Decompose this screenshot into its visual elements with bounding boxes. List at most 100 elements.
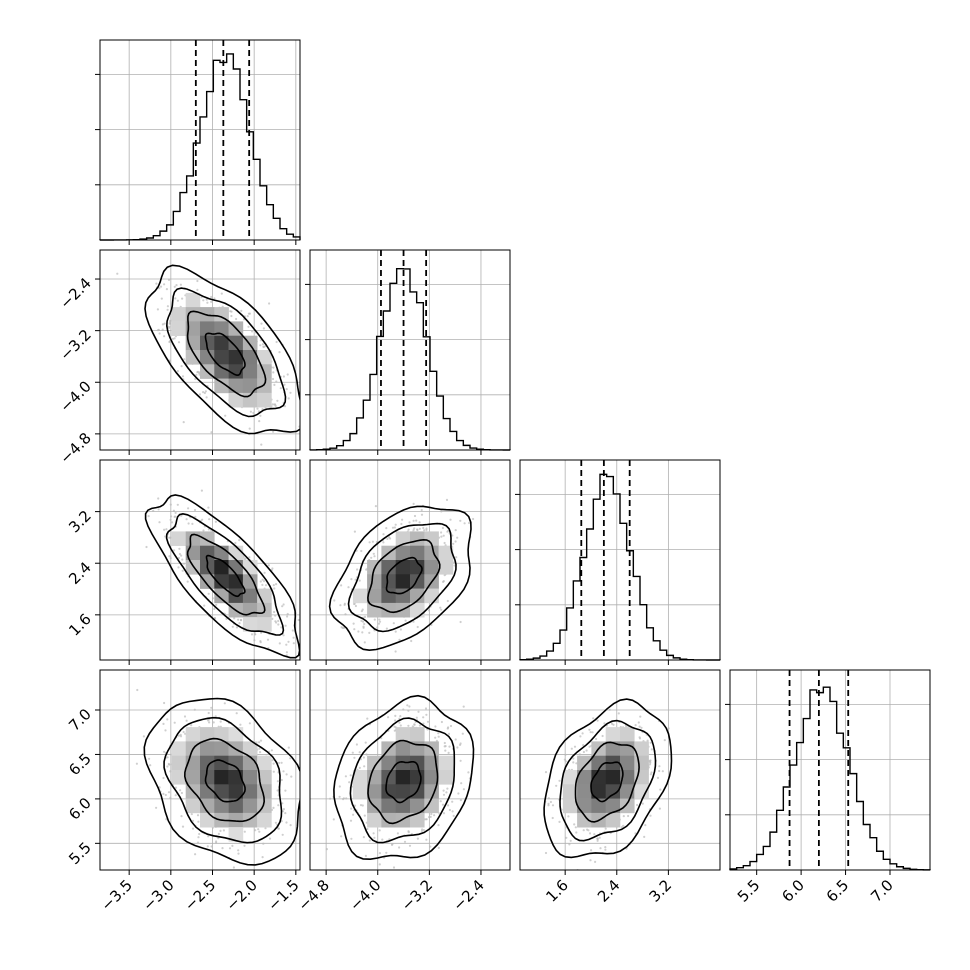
sample-point: [164, 729, 167, 732]
sample-point: [385, 627, 388, 630]
sample-point: [382, 533, 385, 536]
density-cell: [438, 755, 454, 771]
sample-point: [434, 725, 437, 728]
sample-point: [415, 519, 418, 522]
sample-point: [281, 605, 284, 608]
contour-line: [543, 698, 673, 859]
sample-point: [231, 625, 234, 628]
sample-point: [575, 762, 578, 765]
sample-point: [437, 732, 440, 735]
sample-point: [174, 786, 178, 789]
sample-point: [363, 641, 366, 644]
density-cell: [367, 755, 382, 771]
density-cell: [395, 727, 411, 742]
contour-line: [186, 533, 266, 616]
sample-point: [428, 816, 431, 819]
sample-point: [452, 561, 455, 564]
density-cell: [171, 741, 186, 756]
sample-point: [198, 832, 201, 836]
density-cell: [242, 784, 258, 799]
sample-point: [272, 806, 275, 810]
sample-point: [656, 776, 660, 780]
sample-point: [407, 830, 410, 833]
sample-point: [363, 814, 366, 817]
sample-point: [437, 846, 440, 850]
sample-point: [418, 527, 421, 530]
sample-point: [285, 643, 288, 646]
sample-point: [271, 759, 274, 762]
sample-point: [363, 622, 366, 626]
sample-point: [447, 732, 451, 736]
density-cell: [591, 770, 606, 785]
sample-point: [274, 821, 277, 824]
density-cell: [367, 574, 382, 589]
sample-point: [279, 387, 282, 390]
sample-point: [363, 765, 366, 768]
sample-point: [447, 726, 450, 729]
sample-point: [276, 789, 279, 792]
sample-point: [429, 815, 432, 819]
sample-point: [358, 579, 361, 582]
sample-point: [278, 761, 281, 765]
density-cell: [257, 378, 272, 394]
sample-point: [442, 534, 445, 537]
sample-point: [190, 813, 193, 816]
sample-point: [646, 739, 649, 742]
x-tick-label: −2.5: [181, 876, 219, 914]
histogram-step-line: [729, 686, 931, 871]
density-cell: [257, 392, 272, 408]
sample-point: [181, 297, 184, 300]
density-cell: [410, 812, 425, 828]
sample-point: [161, 323, 164, 326]
sample-point: [291, 629, 294, 632]
sample-point: [181, 569, 184, 572]
sample-point: [374, 505, 377, 508]
sample-point: [163, 701, 166, 705]
sample-point: [599, 847, 602, 850]
sample-point: [658, 769, 661, 773]
density-cell: [228, 335, 244, 351]
sample-point: [462, 788, 465, 791]
density-cell: [381, 770, 396, 785]
y-tick-label: −4.8: [56, 429, 94, 467]
sample-point: [181, 825, 185, 828]
sample-point: [187, 522, 190, 525]
density-cell: [214, 770, 229, 785]
sample-point: [585, 749, 588, 752]
panel-content: [100, 670, 300, 870]
sample-point: [420, 829, 423, 833]
sample-point: [549, 800, 553, 804]
sample-point: [248, 722, 251, 725]
sample-point: [257, 828, 260, 831]
sample-point: [304, 373, 306, 375]
sample-point: [340, 835, 343, 838]
sample-point: [459, 799, 462, 802]
sample-point: [634, 832, 637, 835]
sample-point: [378, 863, 381, 866]
sample-point: [260, 322, 263, 325]
sample-point: [193, 508, 197, 512]
density-cell: [438, 770, 454, 785]
sample-point: [604, 827, 607, 830]
sample-point: [403, 840, 407, 843]
density-cell: [214, 560, 229, 575]
density-cell: [200, 574, 215, 589]
sample-point: [422, 829, 425, 832]
sample-point: [191, 819, 195, 822]
sample-point: [248, 312, 251, 315]
sample-point: [184, 732, 187, 735]
density-cell: [634, 784, 649, 799]
sample-point: [416, 625, 419, 629]
sample-point: [353, 628, 356, 631]
sample-point: [378, 618, 381, 621]
sample-point: [258, 830, 261, 833]
sample-point: [382, 541, 385, 544]
sample-point: [459, 743, 462, 747]
sample-point: [163, 322, 166, 325]
sample-point: [595, 737, 598, 741]
sample-point: [445, 498, 449, 501]
sample-point: [277, 827, 280, 830]
sample-point: [164, 793, 167, 797]
sample-point: [183, 358, 186, 361]
sample-point: [373, 618, 376, 621]
